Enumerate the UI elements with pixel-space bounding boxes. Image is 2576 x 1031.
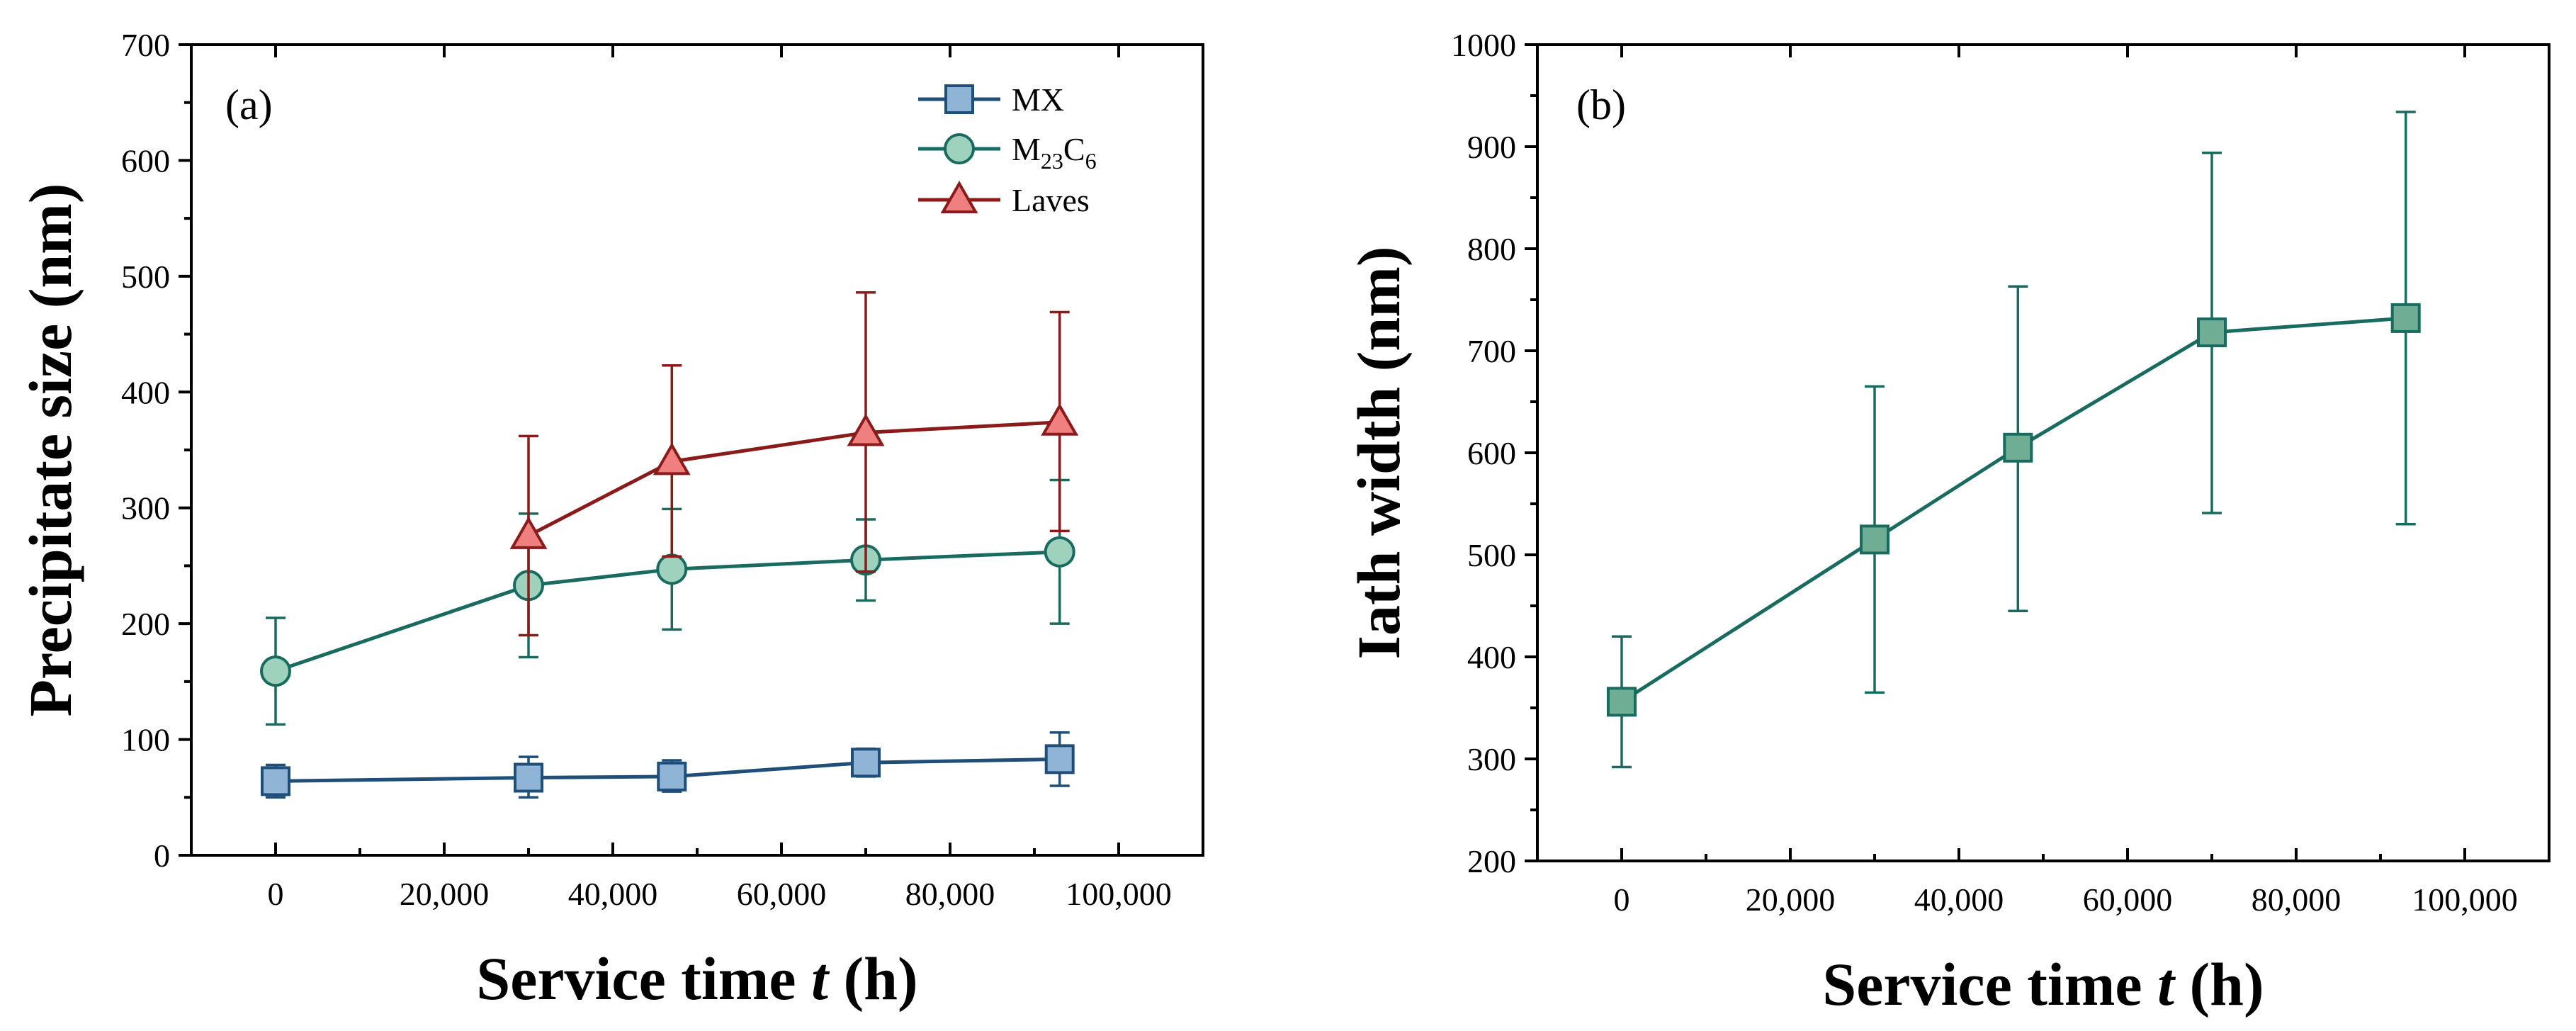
b-y-tick-label: 200	[1467, 843, 1516, 879]
legend-mx-label: MX	[1012, 81, 1064, 118]
a-x-tick-label: 80,000	[905, 876, 995, 912]
data-point-triangle	[509, 516, 548, 549]
data-point-triangle	[1041, 402, 1079, 436]
panel-a-label: (a)	[225, 81, 273, 128]
b-series-iath-width	[1607, 111, 2421, 769]
data-point-square	[2197, 317, 2227, 348]
legend-m23c6-sub2: 6	[1085, 148, 1097, 174]
b-x-tick-label: 40,000	[1914, 881, 2004, 918]
b-x-tick-label: 0	[1614, 881, 1630, 918]
a-y-tick-label: 700	[121, 27, 170, 63]
legend-item-m23c6: M23C6	[918, 131, 1097, 174]
b-x-tick-label: 60,000	[2083, 881, 2173, 918]
panel-b-label: (b)	[1576, 81, 1626, 128]
panel-a-tick-labels: 0 20,000 40,000 60,000 80,000 100,000 0 100 200 3…	[121, 27, 1172, 912]
panel-b-ticks	[1525, 43, 2466, 862]
data-point-square	[2003, 432, 2033, 463]
legend-item-laves: Laves	[918, 180, 1090, 218]
panel-b-series	[1607, 111, 2421, 769]
data-point-circle	[1044, 536, 1075, 568]
a-x-tick-label: 100,000	[1066, 876, 1172, 912]
a-y-tick-label: 400	[121, 374, 170, 410]
data-point-square	[851, 748, 881, 778]
panel-b-chart: 0 20,000 40,000 60,000 80,000 100,000 200 300 40…	[1345, 27, 2550, 1018]
data-point-square	[2390, 303, 2421, 333]
b-x-tick-label: 80,000	[2252, 881, 2341, 918]
data-point-triangle	[653, 442, 691, 475]
legend-item-mx: MX	[918, 81, 1064, 118]
b-y-tick-label: 400	[1467, 639, 1516, 675]
a-x-tick-label: 20,000	[400, 876, 490, 912]
legend-laves-label: Laves	[1012, 182, 1090, 218]
panel-a-chart: 0 20,000 40,000 60,000 80,000 100,000 0 100 200 3…	[16, 27, 1204, 1013]
a-y-tick-label: 600	[121, 142, 170, 179]
b-y-tick-label: 900	[1467, 129, 1516, 165]
b-y-tick-label: 300	[1467, 741, 1516, 777]
data-point-square	[261, 766, 290, 796]
legend-m23c6-label: M23C6	[1012, 131, 1097, 174]
data-point-square	[1044, 744, 1075, 774]
b-y-tick-label: 1000	[1451, 27, 1516, 63]
data-point-square	[514, 762, 543, 793]
data-point-square	[1860, 524, 1889, 555]
b-y-tick-label: 600	[1467, 435, 1516, 471]
panel-b-plot-frame	[1536, 43, 2550, 862]
legend-laves-marker	[940, 180, 978, 213]
legend-m23c6-mid: C	[1063, 131, 1085, 167]
panel-b-y-axis-title: Iath width (nm)	[1345, 247, 1413, 660]
series-line	[527, 420, 1060, 538]
data-point-circle	[656, 553, 688, 585]
panel-b-tick-labels: 0 20,000 40,000 60,000 80,000 100,000 200 300 40…	[1451, 27, 2518, 918]
legend-m23c6-sub1: 23	[1041, 148, 1063, 174]
a-y-tick-label: 100	[121, 722, 170, 758]
legend-m23c6-marker	[944, 133, 975, 164]
data-point-triangle	[847, 413, 885, 446]
b-y-tick-label: 800	[1467, 231, 1516, 267]
panel-a-y-axis-title: Precipitate size (nm)	[16, 183, 84, 716]
data-point-circle	[260, 655, 291, 687]
a-series-laves	[509, 291, 1079, 637]
panel-a-x-axis-title: Service time t (h)	[476, 945, 917, 1013]
panel-a-ticks	[179, 43, 1120, 857]
a-y-tick-label: 0	[154, 838, 170, 874]
b-y-tick-label: 500	[1467, 537, 1516, 573]
legend-m23c6-main: M	[1012, 131, 1041, 167]
series-line	[1620, 316, 2406, 704]
data-point-square	[1607, 687, 1637, 717]
legend-mx-marker	[944, 84, 974, 114]
a-series-mx	[261, 731, 1075, 799]
a-x-tick-label: 0	[268, 876, 284, 912]
panel-b-x-axis-title: Service time t (h)	[1822, 950, 2264, 1018]
a-y-tick-label: 500	[121, 259, 170, 295]
a-series-m23c6	[260, 478, 1075, 726]
a-y-tick-label: 300	[121, 490, 170, 526]
b-y-tick-label: 700	[1467, 333, 1516, 369]
panel-a-series	[260, 291, 1079, 799]
a-x-tick-label: 40,000	[568, 876, 658, 912]
a-y-tick-label: 200	[121, 606, 170, 642]
data-point-square	[657, 761, 687, 791]
b-x-tick-label: 20,000	[1746, 881, 1836, 918]
panel-a-legend: MX M23C6 Laves	[918, 81, 1097, 218]
a-x-tick-label: 60,000	[737, 876, 827, 912]
b-x-tick-label: 100,000	[2412, 881, 2518, 918]
